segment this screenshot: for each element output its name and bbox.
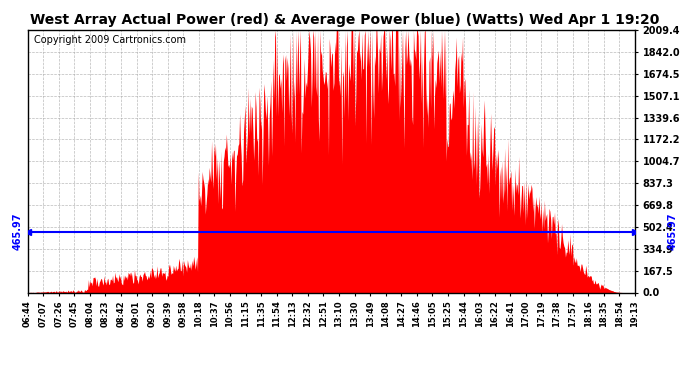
Text: 465.97: 465.97 — [668, 213, 678, 250]
Text: West Array Actual Power (red) & Average Power (blue) (Watts) Wed Apr 1 19:20: West Array Actual Power (red) & Average … — [30, 13, 660, 27]
Text: Copyright 2009 Cartronics.com: Copyright 2009 Cartronics.com — [34, 35, 186, 45]
Text: 465.97: 465.97 — [12, 213, 22, 250]
